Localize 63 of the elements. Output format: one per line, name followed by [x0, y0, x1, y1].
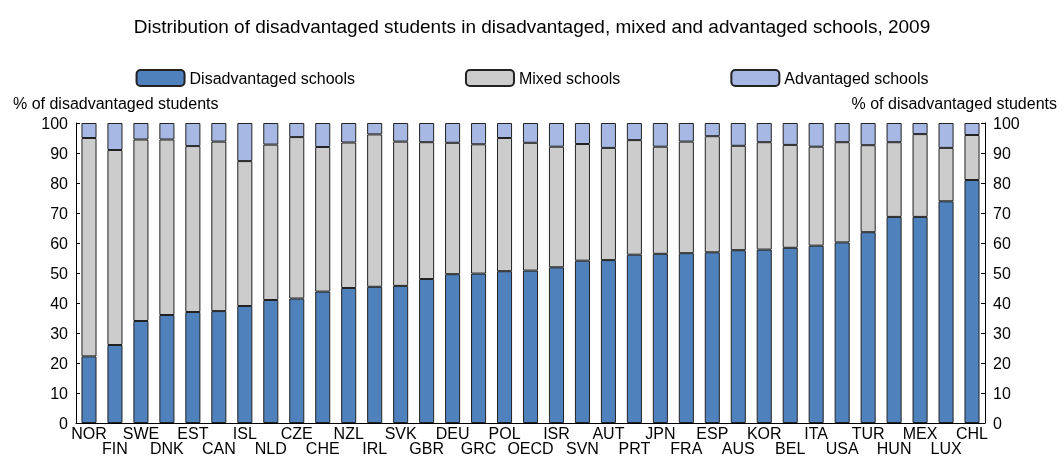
y-tick-label: 50 [50, 264, 69, 282]
y2-tick-label: 60 [993, 234, 1011, 252]
x-tick-label: KOR [746, 425, 782, 442]
x-tick-label: FRA [670, 440, 703, 457]
x-tick-label: CAN [201, 440, 236, 457]
y2-tick-label: 50 [993, 264, 1011, 282]
x-tick-label: IRL [362, 440, 388, 457]
x-tick-label: DEU [435, 425, 470, 442]
x-tick-label: FIN [102, 440, 128, 457]
y2-tick-label: 10 [993, 384, 1011, 402]
y-tick-label: 70 [50, 204, 69, 222]
x-tick-label: SVN [565, 440, 599, 457]
y-tick-label: 10 [50, 384, 69, 402]
x-tick-label: OECD [507, 440, 554, 457]
y-tick-label: 100 [41, 114, 69, 132]
x-tick-label: ITA [804, 425, 829, 442]
y-tick-label: 20 [50, 354, 69, 372]
y2-tick-label: 80 [993, 174, 1011, 192]
x-tick-label: LUX [930, 440, 962, 457]
x-tick-label: HUN [876, 440, 912, 457]
x-tick-label: NZL [333, 425, 364, 442]
y2-tick-label: 30 [993, 324, 1011, 342]
x-tick-label: NOR [71, 425, 107, 442]
legend-label: Mixed schools [518, 69, 621, 87]
legend-label: Disadvantaged schools [189, 69, 355, 87]
y2-tick-label: 90 [993, 144, 1011, 162]
y2-tick-label: 100 [993, 114, 1020, 132]
y-tick-label: 60 [50, 234, 69, 252]
y2-tick-label: 70 [993, 204, 1011, 222]
y-tick-label: 30 [50, 324, 69, 342]
x-tick-label: NLD [254, 440, 287, 457]
x-tick-label: GRC [460, 440, 497, 457]
x-tick-label: ISR [543, 425, 570, 442]
x-tick-label: CHE [305, 440, 340, 457]
x-tick-label: SVK [384, 425, 417, 442]
x-tick-label: ISL [232, 425, 257, 442]
x-tick-label: EST [177, 425, 209, 442]
y-tick-label: 90 [50, 144, 69, 162]
x-tick-label: CHL [956, 425, 989, 442]
x-tick-label: BEL [775, 440, 806, 457]
y2-axis-title: % of disadvantaged students [851, 94, 1058, 112]
x-tick-label: GBR [409, 440, 444, 457]
y2-tick-label: 0 [993, 414, 1002, 432]
x-tick-label: TUR [851, 425, 885, 442]
x-tick-label: AUS [721, 440, 755, 457]
legend-label: Advantaged schools [784, 69, 929, 87]
chart-title: Distribution of disadvantaged students in disadvantaged, mixed and advantaged schools, 2009 [133, 16, 931, 37]
y2-tick-label: 20 [993, 354, 1011, 372]
x-tick-label: PRT [618, 440, 651, 457]
y-tick-label: 0 [59, 414, 69, 432]
y-axis-title: % of disadvantaged students [13, 94, 219, 112]
x-tick-label: MEX [902, 425, 938, 442]
x-tick-label: POL [488, 425, 521, 442]
x-tick-label: USA [825, 440, 859, 457]
x-tick-label: JPN [645, 425, 676, 442]
y-tick-label: 80 [50, 174, 69, 192]
y-tick-label: 40 [50, 294, 69, 312]
x-tick-label: AUT [592, 425, 625, 442]
x-tick-label: SWE [122, 425, 160, 442]
x-tick-label: DNK [150, 440, 185, 457]
y2-tick-label: 40 [993, 294, 1011, 312]
x-tick-label: CZE [280, 425, 313, 442]
x-tick-label: ESP [696, 425, 729, 442]
